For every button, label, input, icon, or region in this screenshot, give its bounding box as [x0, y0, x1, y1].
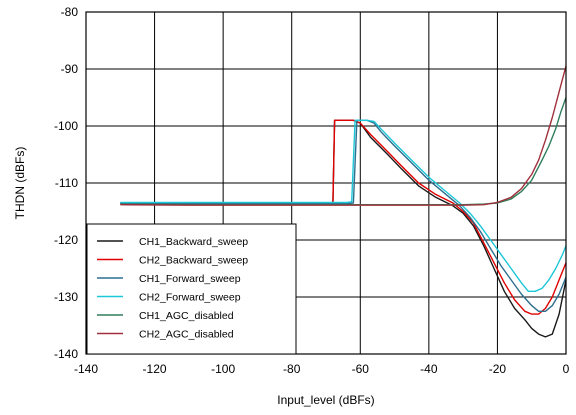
x-tick-label: -80 [283, 362, 301, 376]
legend: CH1_Backward_sweep CH2_Backward_sweep CH1_… [86, 223, 297, 355]
y-tick-label: -130 [54, 290, 78, 304]
x-tick-label: -40 [420, 362, 438, 376]
legend-label: CH2_Forward_sweep [139, 292, 241, 304]
series-line-ch2-forward-sweep [120, 119, 567, 292]
legend-label: CH1_Backward_sweep [139, 236, 248, 248]
y-tick-label: -110 [55, 176, 78, 190]
x-tick-label: -100 [211, 362, 235, 376]
y-axis-label: THDN (dBFs) [13, 147, 27, 220]
legend-label: CH1_AGC_disabled [139, 310, 234, 322]
series-line-ch2-backward-sweep [120, 119, 567, 315]
y-tick-label: -100 [54, 119, 78, 133]
y-tick-label: -90 [61, 62, 79, 76]
series-line-ch1-forward-sweep [120, 119, 567, 312]
x-tick-label: -140 [74, 362, 98, 376]
x-tick-label: -60 [352, 362, 370, 376]
series-line-ch2-agc-disabled [120, 65, 567, 206]
legend-label: CH2_Backward_sweep [139, 255, 248, 267]
legend-label: CH1_Forward_sweep [139, 273, 241, 285]
legend-box [86, 223, 297, 355]
y-tick-label: -140 [54, 347, 78, 361]
y-tick-labels: -80 -90 -100 -110 -120 -130 -140 [54, 5, 78, 361]
series-line-ch1-agc-disabled [120, 97, 567, 206]
legend-label: CH2_AGC_disabled [139, 329, 234, 341]
plot-area-border [85, 11, 567, 355]
x-tick-label: -20 [489, 362, 507, 376]
y-tick-label: -120 [54, 233, 78, 247]
y-tick-label: -80 [61, 5, 79, 19]
x-axis-label: Input_level (dBFs) [277, 393, 374, 407]
x-tick-label: 0 [563, 362, 570, 376]
x-tick-label: -120 [143, 362, 167, 376]
x-tick-labels: -140 -120 -100 -80 -60 -40 -20 0 [74, 362, 570, 376]
series-lines [120, 65, 567, 338]
